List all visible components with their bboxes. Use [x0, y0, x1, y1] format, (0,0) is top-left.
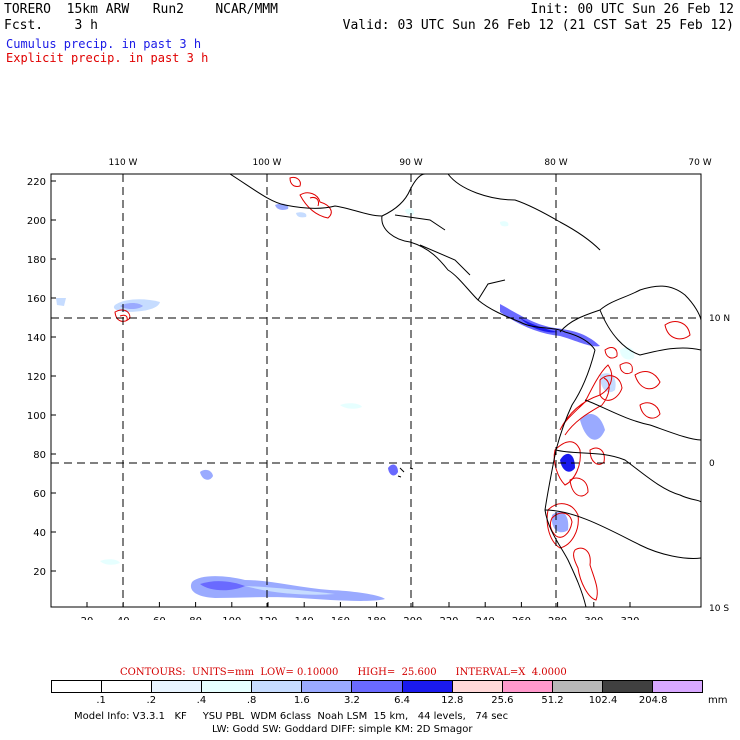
- x-tick-label: 260: [512, 616, 531, 620]
- x-tick-label: 300: [584, 616, 603, 620]
- y-tick-label: 220: [27, 177, 46, 188]
- cumulus-legend: Cumulus precip. in past 3 h: [6, 37, 202, 51]
- x-tick-label: 80: [189, 616, 202, 620]
- colorbar-swatch: [102, 681, 153, 692]
- colorbar-swatch: [302, 681, 353, 692]
- colorbar-label: 12.8: [441, 695, 464, 706]
- colorbar-swatch: [152, 681, 203, 692]
- cumulus-precip-areas: [56, 203, 635, 601]
- init-time: Init: 00 UTC Sun 26 Feb 12: [530, 2, 735, 17]
- colorbar-label: .8: [246, 695, 257, 706]
- colorbar-label: 6.4: [394, 695, 411, 706]
- colorbar-unit: mm: [708, 695, 728, 706]
- x-tick-label: 140: [295, 616, 314, 620]
- y-tick-label: 200: [27, 216, 46, 227]
- y-tick-label: 80: [33, 450, 46, 461]
- colorbar-swatch: [52, 681, 103, 692]
- x-tick-label: 240: [476, 616, 495, 620]
- colorbar-label: .1: [96, 695, 106, 706]
- y-tick-label: 40: [33, 528, 46, 539]
- x-tick-label: 40: [117, 616, 130, 620]
- lon-label-90w: 90 W: [399, 158, 422, 168]
- x-tick-label: 20: [81, 616, 94, 620]
- map-frame: [50, 173, 702, 608]
- colorbar-swatch: [252, 681, 303, 692]
- colorbar-label: .2: [146, 695, 157, 706]
- x-tick-label: 320: [620, 616, 639, 620]
- physics-info: LW: Godd SW: Goddard DIFF: simple KM: 2D…: [212, 724, 473, 735]
- model-title: TORERO 15km ARW Run2 NCAR/MMM: [4, 2, 278, 17]
- colorbar-label: 25.6: [491, 695, 514, 706]
- lon-label-100w: 100 W: [253, 158, 282, 168]
- lon-label-110w: 110 W: [109, 158, 138, 168]
- colorbar-label: 3.2: [343, 695, 360, 706]
- colorbar-swatch: [452, 681, 503, 692]
- colorbar-label: .4: [196, 695, 207, 706]
- colorbar-swatch: [502, 681, 553, 692]
- x-tick-label: 160: [331, 616, 350, 620]
- y-tick-label: 140: [27, 333, 46, 344]
- coastlines: [229, 174, 701, 607]
- contours-info: CONTOURS: UNITS=mm LOW= 0.10000 HIGH= 25…: [120, 667, 567, 678]
- colorbar-swatch: [552, 681, 603, 692]
- colorbar-label: 204.8: [638, 695, 668, 706]
- y-tick-label: 120: [27, 372, 46, 383]
- y-tick-label: 60: [33, 489, 46, 500]
- colorbar: [51, 680, 703, 693]
- x-axis: 20 40 60 80 100 120 140 160 180 200 220 240 260 280 30…: [81, 602, 640, 620]
- y-tick-label: 20: [33, 567, 46, 578]
- valid-time: Valid: 03 UTC Sun 26 Feb 12 (21 CST Sat …: [342, 18, 734, 33]
- y-tick-label: 160: [27, 294, 46, 305]
- colorbar-label: 1.6: [293, 695, 310, 706]
- colorbar-swatch: [652, 681, 703, 692]
- lat-label-equator: 0: [709, 459, 715, 469]
- lat-label-10s: 10 S: [709, 604, 729, 614]
- explicit-legend: Explicit precip. in past 3 h: [6, 51, 209, 65]
- x-tick-label: 180: [367, 616, 386, 620]
- lat-label-10n: 10 N: [709, 314, 730, 324]
- x-tick-label: 60: [153, 616, 166, 620]
- lon-label-80w: 80 W: [544, 158, 567, 168]
- y-tick-label: 180: [27, 255, 46, 266]
- y-axis: 220 200 180 160 140 120 100 80 60 40 20: [27, 177, 56, 578]
- colorbar-label: 102.4: [588, 695, 618, 706]
- y-tick-label: 100: [27, 411, 46, 422]
- model-info: Model Info: V3.3.1 KF YSU PBL WDM 6class…: [74, 711, 509, 722]
- colorbar-swatch: [352, 681, 403, 692]
- colorbar-label: 51.2: [541, 695, 564, 706]
- x-tick-label: 200: [403, 616, 422, 620]
- x-tick-label: 280: [548, 616, 567, 620]
- forecast-hour: Fcst. 3 h: [4, 18, 98, 33]
- colorbar-swatch: [202, 681, 253, 692]
- colorbar-swatch: [602, 681, 653, 692]
- x-tick-label: 100: [222, 616, 241, 620]
- graticule: [51, 174, 701, 607]
- lon-label-70w: 70 W: [688, 158, 711, 168]
- colorbar-swatch: [402, 681, 453, 692]
- x-tick-label: 120: [258, 616, 277, 620]
- map-field: [51, 174, 701, 607]
- precipitation-map: 110 W 100 W 90 W 80 W 70 W 10 N 0 10 S: [27, 158, 730, 620]
- x-tick-label: 220: [439, 616, 458, 620]
